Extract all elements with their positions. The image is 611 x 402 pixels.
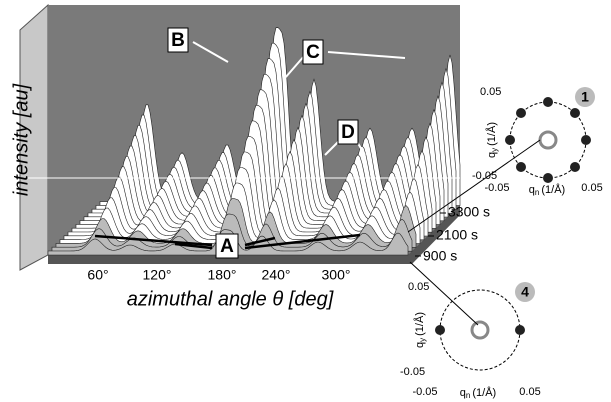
inset-4: 4 0.05 -0.05 qy(1/Å) -0.05 0.05 qn(1/Å) (400, 281, 541, 400)
x-tick-label: 180° (208, 267, 237, 283)
y-tick-label: -0.05 (472, 170, 497, 182)
x-tick-label: 240° (262, 267, 291, 283)
peak-label: D (341, 122, 355, 143)
x-tick-label: 120° (143, 267, 172, 283)
time-label: 900 s (423, 248, 457, 264)
subscript: y (418, 338, 427, 342)
subscript: n (466, 391, 470, 400)
unit: (1/Å) (541, 183, 565, 196)
peak-label: B (171, 30, 185, 51)
y-tick-label: 0.05 (408, 281, 429, 293)
x-tick-label: 0.05 (519, 386, 540, 398)
x-tick-label: 60° (87, 267, 108, 283)
x-axis-label: azimuthal angle θ [deg] (127, 288, 334, 310)
subscript: n (535, 188, 539, 197)
unit: (1/Å) (485, 122, 498, 146)
y-tick-label: -0.05 (400, 366, 425, 378)
y-label: qy(1/Å) (485, 122, 499, 158)
y-label: qy(1/Å) (413, 312, 427, 348)
y-tick-label: 0.05 (480, 86, 501, 98)
subscript: y (490, 148, 499, 152)
spot (515, 325, 525, 335)
x-tick-label: 300° (322, 267, 351, 283)
inset-number: 1 (581, 89, 589, 105)
unit: (1/Å) (472, 386, 496, 399)
x-tick-label: -0.05 (484, 182, 509, 194)
time-label: 3300 s (448, 204, 490, 220)
peak-label: A (220, 236, 234, 257)
x-label: qn(1/Å) (460, 386, 496, 400)
time-label: 2100 s (436, 227, 478, 243)
x-label: qn(1/Å) (529, 183, 565, 197)
peak-label: C (306, 42, 320, 63)
x-tick-label: 0.05 (581, 182, 602, 194)
inset-number: 4 (521, 284, 529, 300)
spot (435, 325, 445, 335)
unit: (1/Å) (413, 312, 426, 336)
figure: B C D A intensity [au] azimuthal angle θ… (0, 0, 611, 402)
x-tick-label: -0.05 (412, 386, 437, 398)
y-axis-label: intensity [au] (10, 83, 32, 196)
